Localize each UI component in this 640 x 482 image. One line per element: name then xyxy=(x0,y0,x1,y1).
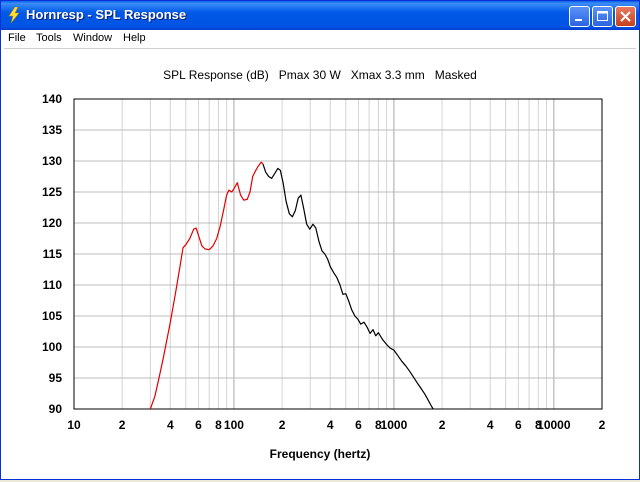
y-tick-label: 105 xyxy=(42,309,62,323)
y-tick-label: 120 xyxy=(42,216,62,230)
menu-file[interactable]: File xyxy=(8,32,26,44)
window-title: Hornresp - SPL Response xyxy=(26,7,187,22)
y-tick-label: 140 xyxy=(42,92,62,106)
x-tick-label: 10 xyxy=(67,418,81,432)
y-tick-label: 115 xyxy=(43,247,63,261)
y-tick-label: 95 xyxy=(49,371,63,385)
y-tick-label: 135 xyxy=(42,123,62,137)
plot-frame xyxy=(73,98,603,410)
x-tick-label: 8 xyxy=(375,418,382,432)
minimize-button[interactable] xyxy=(569,6,590,27)
x-tick-label: 2 xyxy=(119,418,126,432)
y-tick-label: 90 xyxy=(49,402,63,416)
spl-response-chart: SPL Response (dB) Pmax 30 W Xmax 3.3 mm … xyxy=(42,68,606,461)
y-tick-label: 100 xyxy=(42,340,62,354)
x-tick-label: 4 xyxy=(327,418,334,432)
menu-window[interactable]: Window xyxy=(73,32,113,44)
menu-tools[interactable]: Tools xyxy=(36,32,62,44)
spl-series-1 xyxy=(149,161,264,410)
x-tick-label: 2 xyxy=(439,418,446,432)
x-tick-label: 2 xyxy=(279,418,286,432)
close-icon xyxy=(620,11,631,22)
x-tick-label: 6 xyxy=(515,418,522,432)
y-tick-label: 110 xyxy=(43,278,63,292)
y-axis-ticks: 90 95 100 105 110 115 120 125 130 135 140 xyxy=(42,92,62,416)
x-tick-label: 10000 xyxy=(537,418,571,432)
x-tick-label: 100 xyxy=(224,418,244,432)
x-tick-label: 4 xyxy=(487,418,494,432)
title-bar[interactable]: Hornresp - SPL Response xyxy=(1,1,639,30)
spl-series-2 xyxy=(262,163,434,410)
x-tick-label: 1000 xyxy=(381,418,408,432)
maximize-icon xyxy=(597,11,608,21)
lightning-bolt-icon xyxy=(8,7,20,23)
maximize-button[interactable] xyxy=(592,6,613,27)
minimize-icon xyxy=(575,19,582,21)
menu-bar: File Tools Window Help xyxy=(1,30,639,48)
x-tick-label: 6 xyxy=(195,418,202,432)
x-tick-label: 6 xyxy=(355,418,362,432)
y-tick-label: 130 xyxy=(42,154,62,168)
x-tick-label: 8 xyxy=(535,418,542,432)
y-tick-label: 125 xyxy=(42,185,62,199)
x-tick-label: 4 xyxy=(167,418,174,432)
close-button[interactable] xyxy=(615,6,636,27)
chart-series xyxy=(149,161,434,410)
x-tick-label: 2 xyxy=(599,418,606,432)
chart-grid xyxy=(74,99,602,409)
x-tick-label: 8 xyxy=(215,418,222,432)
x-axis-label: Frequency (hertz) xyxy=(270,447,371,461)
chart-title: SPL Response (dB) Pmax 30 W Xmax 3.3 mm … xyxy=(163,68,477,82)
chart-area: SPL Response (dB) Pmax 30 W Xmax 3.3 mm … xyxy=(4,48,636,478)
menu-help[interactable]: Help xyxy=(123,32,146,44)
